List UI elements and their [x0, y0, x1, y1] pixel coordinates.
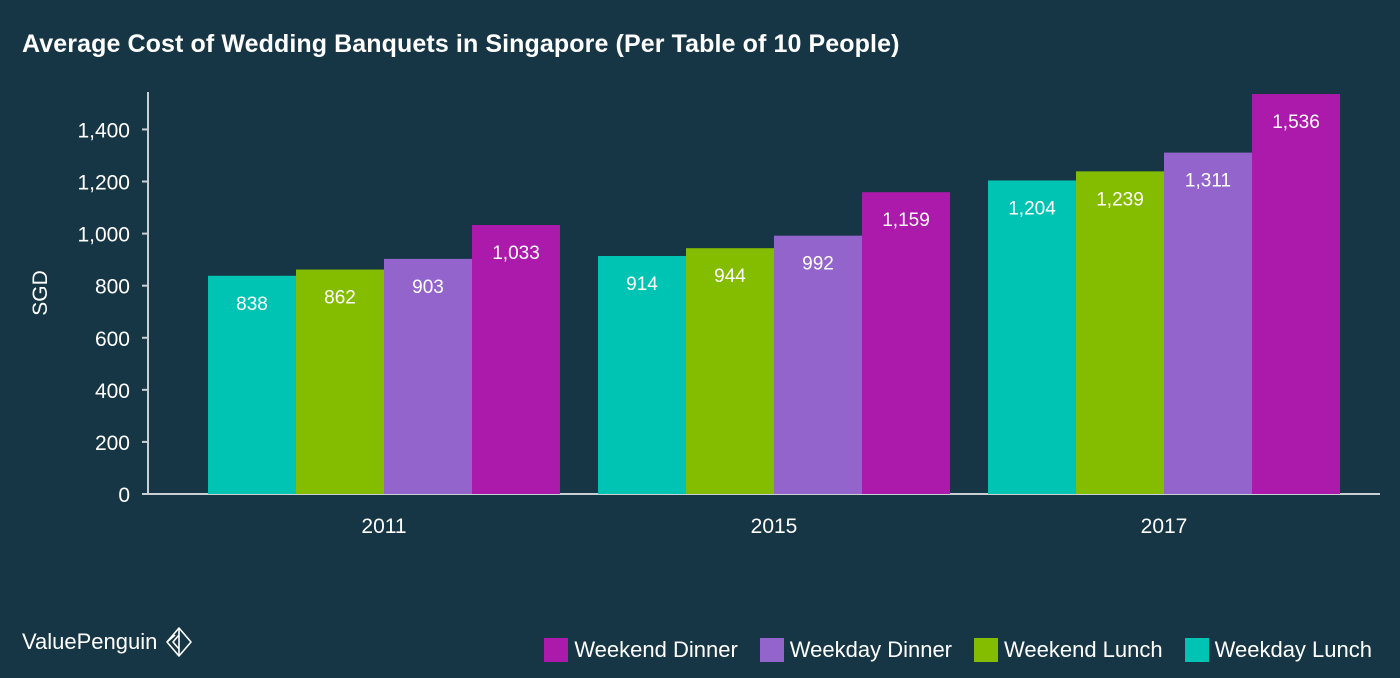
legend-item-weekend-lunch: Weekend Lunch — [974, 637, 1163, 663]
chart-title: Average Cost of Wedding Banquets in Sing… — [22, 30, 900, 58]
y-tick-label: 200 — [95, 432, 130, 455]
bar-value-label: 1,536 — [1272, 112, 1320, 133]
y-tick-label: 1,000 — [77, 224, 130, 247]
bar-weekend-dinner-2017 — [1252, 94, 1340, 494]
bar-weekend-dinner-2011 — [472, 225, 560, 494]
bar-value-label: 1,204 — [1008, 198, 1056, 219]
bar-value-label: 903 — [412, 277, 444, 298]
bar-weekend-lunch-2011 — [296, 269, 384, 494]
y-tick-label: 0 — [118, 484, 130, 507]
legend-swatch — [544, 638, 569, 662]
legend-swatch — [1184, 638, 1209, 662]
bar-weekday-dinner-2017 — [1164, 152, 1252, 494]
bar-weekday-lunch-2011 — [208, 275, 296, 494]
legend-label: Weekday Dinner — [789, 637, 953, 662]
bar-weekday-lunch-2017 — [988, 180, 1076, 494]
bar-weekend-lunch-2015 — [686, 248, 774, 494]
x-tick-label: 2017 — [1141, 515, 1188, 538]
bar-value-label: 914 — [626, 274, 658, 295]
bar-value-label: 862 — [324, 288, 356, 309]
bar-value-label: 992 — [802, 254, 834, 275]
brand-logo: ValuePenguin — [22, 626, 195, 658]
bar-value-label: 944 — [714, 266, 746, 287]
bar-value-label: 1,239 — [1096, 189, 1144, 210]
legend-swatch — [974, 638, 999, 662]
bar-value-label: 1,033 — [492, 243, 540, 264]
chart-legend: Weekend Dinner Weekday Dinner Weekend Lunc… — [544, 637, 1372, 663]
bar-weekend-lunch-2017 — [1076, 171, 1164, 495]
legend-label: Weekend Dinner — [574, 637, 738, 662]
y-tick-label: 400 — [95, 380, 130, 403]
bar-weekday-lunch-2015 — [598, 255, 686, 494]
brand-name: ValuePenguin — [22, 629, 158, 654]
bar-weekend-dinner-2015 — [862, 192, 950, 494]
legend-item-weekday-dinner: Weekday Dinner — [759, 637, 953, 663]
y-tick-label: 1,400 — [77, 119, 130, 142]
valuepenguin-logo-icon — [166, 627, 193, 657]
legend-label: Weekend Lunch — [1004, 637, 1163, 662]
bar-value-label: 1,311 — [1185, 171, 1231, 192]
bar-weekday-dinner-2011 — [384, 258, 472, 494]
bar-weekday-dinner-2015 — [774, 235, 862, 494]
y-tick-label: 1,200 — [77, 172, 130, 195]
bar-value-label: 838 — [236, 294, 268, 315]
y-tick-label: 800 — [95, 276, 130, 299]
legend-label: Weekday Lunch — [1214, 637, 1372, 662]
bar-value-label: 1,159 — [882, 210, 930, 231]
y-axis-title: SGD — [29, 270, 52, 316]
legend-swatch — [759, 638, 784, 662]
x-tick-label: 2015 — [751, 515, 798, 538]
y-tick-label: 600 — [95, 328, 130, 351]
x-tick-label: 2011 — [361, 515, 406, 538]
legend-item-weekday-lunch: Weekday Lunch — [1184, 637, 1372, 663]
legend-item-weekend-dinner: Weekend Dinner — [544, 637, 738, 663]
